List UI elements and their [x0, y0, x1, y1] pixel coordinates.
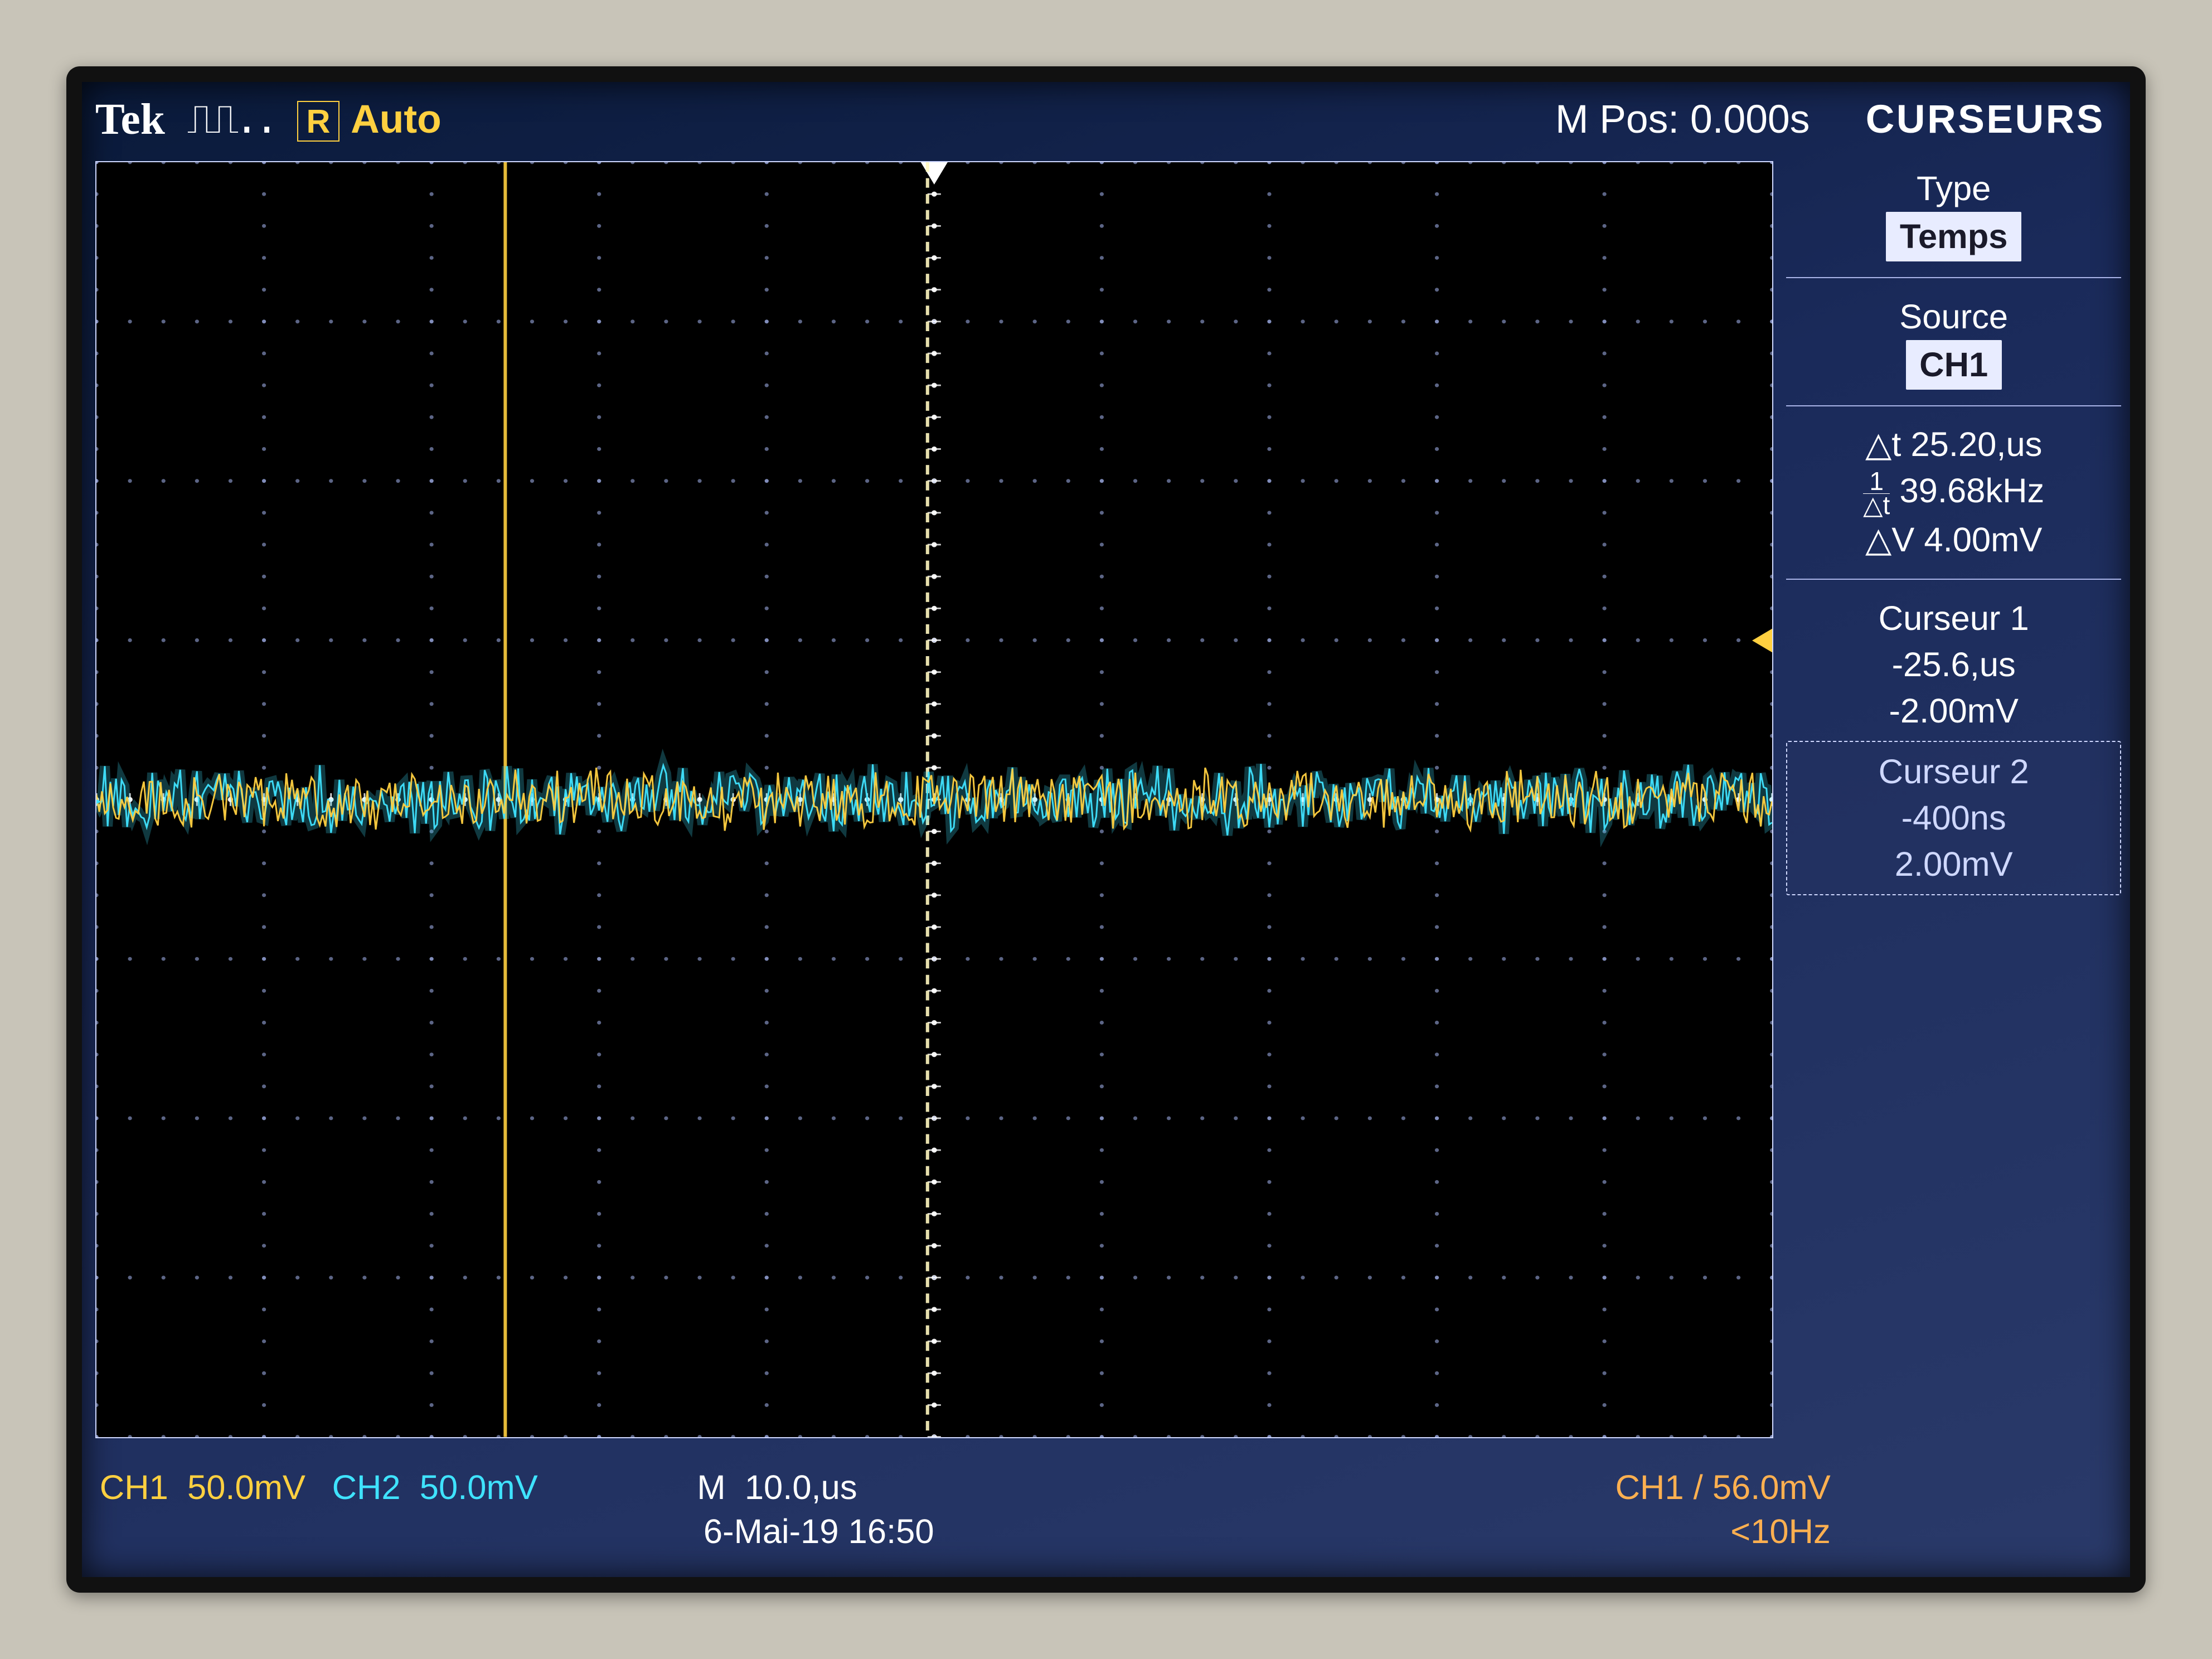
topbar: Tek ⎍⎍.. R Auto M Pos: 0.000s CURSEURS — [82, 82, 2130, 157]
cursor2-readout[interactable]: Curseur 2 -400ns 2.00mV — [1786, 741, 2121, 896]
cursor-measurements: △t 25.20,us 1△t 39.68kHz △V 4.00mV — [1786, 421, 2121, 563]
cursor2-title: Curseur 2 — [1794, 749, 2113, 795]
dv-value: 4.00mV — [1924, 521, 2042, 559]
cursor1-volt: -2.00mV — [1786, 688, 2121, 734]
menu-type-value: Temps — [1886, 212, 2021, 261]
side-menu: Type Temps Source CH1 △t 25.20,us 1△t 39… — [1782, 157, 2130, 1442]
acq-mode: R Auto — [297, 96, 442, 142]
trigger-state-icon: ⎍⎍.. — [187, 96, 275, 143]
acq-run-icon: R — [297, 101, 340, 142]
horizontal-position: M Pos: 0.000s — [1555, 96, 1810, 142]
menu-type-label: Type — [1786, 166, 2121, 212]
ch1-gnd-arrow-icon — [1752, 628, 1773, 653]
rising-edge-icon: / — [1694, 1468, 1703, 1507]
menu-source-label: Source — [1786, 294, 2121, 340]
divider — [1786, 405, 2121, 406]
ch1-scale: CH1 50.0mV — [100, 1468, 305, 1507]
divider — [1786, 277, 2121, 278]
trigger-freq: <10Hz — [1730, 1512, 1831, 1551]
datetime: 6-Mai-19 16:50 — [704, 1512, 934, 1551]
divider — [1786, 579, 2121, 580]
menu-source[interactable]: Source CH1 — [1786, 294, 2121, 390]
dt-value: 25.20,us — [1910, 425, 2042, 464]
acq-mode-text: Auto — [351, 97, 442, 142]
brand-logo: Tek — [95, 94, 165, 145]
mpos-value: 0.000s — [1690, 97, 1810, 142]
cursor2-volt: 2.00mV — [1794, 841, 2113, 887]
ch2-scale: CH2 50.0mV — [332, 1468, 538, 1507]
bottombar: CH1 50.0mV CH2 50.0mV M 10.0,us CH1 / 56… — [82, 1443, 2130, 1577]
menu-title: CURSEURS — [1854, 96, 2117, 142]
dv-label: △V — [1865, 521, 1914, 559]
timebase: M 10.0,us — [697, 1468, 857, 1507]
cursor2-time: -400ns — [1794, 795, 2113, 841]
cursor1-title: Curseur 1 — [1786, 595, 2121, 642]
trigger-readout: CH1 / 56.0mV — [1616, 1468, 1831, 1507]
oscilloscope-screen: Tek ⎍⎍.. R Auto M Pos: 0.000s CURSEURS 2… — [66, 66, 2146, 1593]
waveform-plot: 2▸ — [95, 161, 1773, 1438]
cursor1-time: -25.6,us — [1786, 642, 2121, 688]
menu-source-value: CH1 — [1906, 340, 2002, 390]
ch2-gnd-marker: 2▸ — [95, 783, 100, 817]
dt-label: △t — [1865, 425, 1901, 464]
menu-type[interactable]: Type Temps — [1786, 166, 2121, 261]
cursor1-readout[interactable]: Curseur 1 -25.6,us -2.00mV — [1786, 595, 2121, 734]
mpos-label: M Pos: — [1555, 97, 1679, 142]
freq-value: 39.68kHz — [1899, 472, 2044, 510]
